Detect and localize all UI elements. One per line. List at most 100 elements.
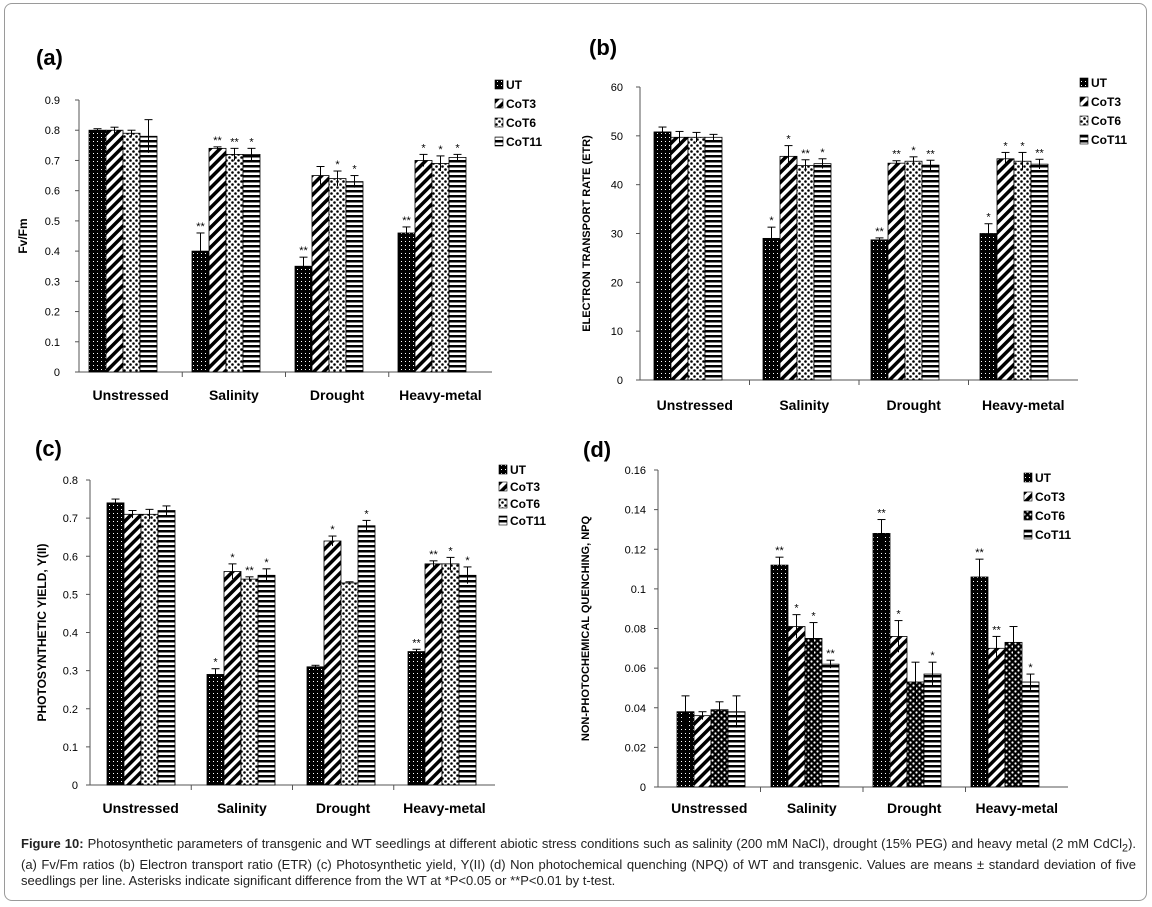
legend-label: CoT6 bbox=[510, 497, 540, 511]
y-tick-label: 0 bbox=[617, 375, 623, 387]
significance-marker: * bbox=[896, 609, 901, 621]
significance-marker: * bbox=[1028, 662, 1033, 674]
bar-cot3-1 bbox=[779, 155, 798, 381]
legend-swatch bbox=[1023, 510, 1033, 521]
significance-marker: * bbox=[930, 650, 935, 662]
bar-cot11-3 bbox=[1021, 681, 1040, 788]
bar-cot3-2 bbox=[889, 636, 908, 788]
significance-marker: * bbox=[820, 147, 825, 159]
x-tick-label: Unstressed bbox=[92, 387, 168, 403]
y-tick-label: 0.14 bbox=[625, 505, 646, 517]
caption-text-2: ). (a) Fv/Fm ratios (b) Electron transpo… bbox=[21, 836, 1137, 888]
significance-marker: * bbox=[911, 145, 916, 157]
legend-swatch bbox=[498, 515, 508, 526]
bar-ut-2 bbox=[872, 533, 891, 788]
y-tick-label: 0.7 bbox=[63, 513, 78, 525]
significance-marker: * bbox=[1003, 140, 1008, 152]
x-tick-label: Drought bbox=[316, 800, 371, 816]
bar-cot3-3 bbox=[424, 563, 443, 786]
y-tick-label: 0.12 bbox=[625, 544, 646, 556]
figure-caption: Figure 10: Photosynthetic parameters of … bbox=[21, 836, 1136, 889]
legend-swatch bbox=[1079, 96, 1089, 107]
bar-cot6-3 bbox=[431, 163, 450, 373]
y-tick-label: 0.1 bbox=[63, 742, 78, 754]
bar-ut-2 bbox=[306, 666, 325, 786]
significance-marker: ** bbox=[299, 245, 308, 257]
significance-marker: ** bbox=[926, 148, 935, 160]
y-tick-label: 20 bbox=[611, 277, 623, 289]
significance-marker: ** bbox=[245, 565, 254, 577]
x-tick-label: Heavy-metal bbox=[403, 800, 486, 816]
y-tick-label: 0.16 bbox=[625, 465, 646, 477]
bar-cot6-0 bbox=[122, 132, 141, 373]
legend-label: CoT11 bbox=[506, 135, 542, 149]
bar-ut-3 bbox=[407, 651, 426, 786]
panel-label-b: (b) bbox=[589, 35, 617, 60]
significance-marker: * bbox=[465, 555, 470, 567]
panel-label-c: (c) bbox=[35, 436, 62, 461]
y-tick-label: 0.06 bbox=[625, 663, 646, 675]
x-tick-label: Salinity bbox=[787, 800, 837, 816]
significance-marker: ** bbox=[975, 547, 984, 559]
bar-cot6-3 bbox=[441, 563, 460, 786]
bar-ut-3 bbox=[970, 576, 989, 788]
y-tick-label: 0.1 bbox=[631, 584, 646, 596]
y-tick-label: 0.04 bbox=[625, 703, 646, 715]
legend-swatch bbox=[1023, 529, 1033, 540]
bar-ut-2 bbox=[870, 239, 889, 381]
y-tick-label: 0.2 bbox=[63, 704, 78, 716]
bar-cot3-2 bbox=[323, 540, 342, 786]
y-tick-label: 0.5 bbox=[45, 216, 60, 228]
y-tick-label: 0 bbox=[72, 780, 78, 792]
y-tick-label: 0.9 bbox=[45, 95, 60, 107]
chart-panel-c: 0 0.1 0.2 0.3 0.4 0.5 0.6 0.7 0.8 PHOTOSYNTHETIC … bbox=[35, 463, 546, 816]
bar-cot3-3 bbox=[987, 647, 1006, 788]
y-tick-label: 0.5 bbox=[63, 589, 78, 601]
bar-ut-0 bbox=[653, 131, 672, 381]
y-tick-label: 60 bbox=[611, 82, 623, 94]
y-tick-label: 0.4 bbox=[45, 246, 60, 258]
legend-label: CoT3 bbox=[510, 480, 540, 494]
legend-label: CoT11 bbox=[1091, 133, 1127, 147]
x-tick-label: Salinity bbox=[217, 800, 267, 816]
significance-marker: ** bbox=[402, 215, 411, 227]
bar-ut-2 bbox=[294, 265, 313, 373]
y-axis-label: PHOTOSYNTHETIC YIELD, Y(II) bbox=[35, 543, 49, 721]
bar-cot6-2 bbox=[340, 582, 359, 786]
bar-cot11-2 bbox=[921, 164, 940, 381]
y-tick-label: 30 bbox=[611, 229, 623, 241]
legend-label: UT bbox=[510, 463, 527, 477]
y-tick-label: 0.8 bbox=[45, 125, 60, 137]
significance-marker: * bbox=[352, 164, 357, 176]
y-axis-label: ELECTRON TRANSPORT RATE (ETR) bbox=[581, 135, 593, 332]
y-tick-label: 0.2 bbox=[45, 307, 60, 319]
bar-ut-0 bbox=[88, 129, 107, 373]
chart-panel-b: 0 10 20 30 40 50 60 ELECTRON TRANSPORT RATE (ET… bbox=[581, 76, 1127, 413]
bar-ut-3 bbox=[397, 232, 416, 373]
significance-marker: * bbox=[264, 557, 269, 569]
y-tick-label: 0.3 bbox=[63, 666, 78, 678]
significance-marker: * bbox=[769, 215, 774, 227]
legend-swatch bbox=[498, 498, 508, 509]
legend-swatch bbox=[1023, 491, 1033, 502]
significance-marker: * bbox=[330, 524, 335, 536]
bar-cot3-3 bbox=[414, 160, 433, 373]
significance-marker: ** bbox=[429, 549, 438, 561]
bar-cot3-3 bbox=[996, 158, 1015, 381]
bar-cot6-1 bbox=[225, 153, 244, 373]
bar-cot6-3 bbox=[1013, 160, 1032, 381]
bar-cot11-1 bbox=[813, 163, 832, 381]
y-tick-label: 0.4 bbox=[63, 628, 78, 640]
significance-marker: * bbox=[794, 603, 799, 615]
legend-label: UT bbox=[1091, 76, 1108, 90]
y-tick-label: 0.3 bbox=[45, 276, 60, 288]
y-tick-label: 0.1 bbox=[45, 337, 60, 349]
bar-ut-1 bbox=[770, 564, 789, 788]
bar-cot11-2 bbox=[923, 673, 942, 788]
x-tick-label: Heavy-metal bbox=[976, 800, 1059, 816]
bar-cot3-1 bbox=[208, 147, 227, 373]
significance-marker: * bbox=[1020, 140, 1025, 152]
legend-swatch bbox=[1023, 472, 1033, 483]
significance-marker: * bbox=[448, 545, 453, 557]
significance-marker: ** bbox=[875, 226, 884, 238]
